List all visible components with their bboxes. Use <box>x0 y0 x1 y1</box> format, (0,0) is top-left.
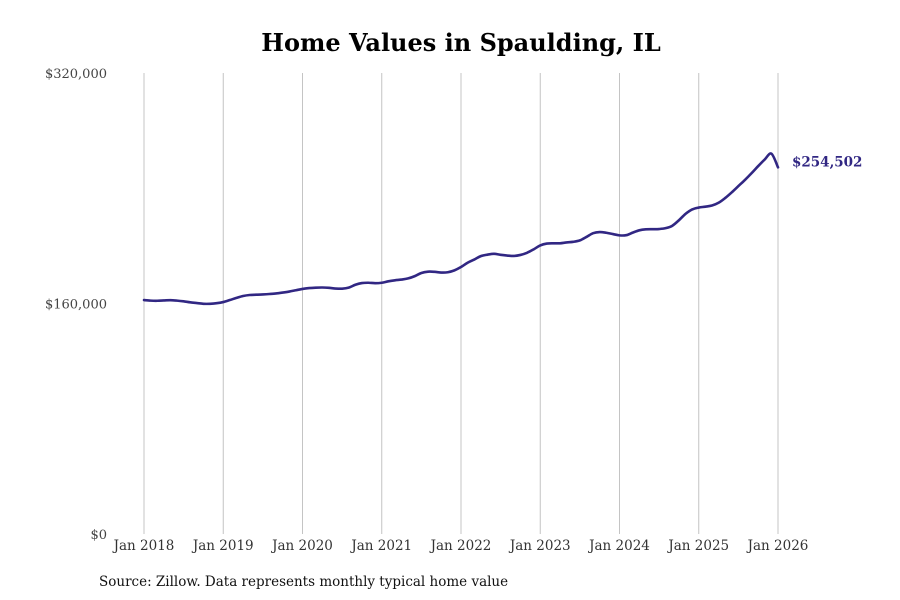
y-axis-ticks: $0 $160,000 $320,000 <box>45 67 107 543</box>
x-tick-label: Jan 2020 <box>270 538 333 554</box>
x-tick-label: Jan 2019 <box>191 538 254 554</box>
x-tick-label: Jan 2022 <box>429 538 492 554</box>
x-tick-label: Jan 2025 <box>666 538 729 554</box>
y-tick-label: $160,000 <box>45 298 107 313</box>
source-note: Source: Zillow. Data represents monthly … <box>99 574 509 590</box>
series-layer: $254,502 <box>142 152 862 306</box>
end-value-label: $254,502 <box>792 154 862 170</box>
y-tick-label: $320,000 <box>45 67 107 82</box>
chart-title: Home Values in Spaulding, IL <box>261 28 661 57</box>
gridlines <box>143 73 779 534</box>
x-tick-label: Jan 2024 <box>587 538 650 554</box>
x-tick-label: Jan 2021 <box>349 538 412 554</box>
x-axis-ticks: Jan 2018 Jan 2019 Jan 2020 Jan 2021 Jan 2022… <box>112 538 809 554</box>
x-tick-label: Jan 2018 <box>112 538 175 554</box>
y-tick-label: $0 <box>90 528 107 543</box>
x-tick-label: Jan 2026 <box>746 538 809 554</box>
series-line <box>142 152 780 306</box>
x-tick-label: Jan 2023 <box>508 538 571 554</box>
